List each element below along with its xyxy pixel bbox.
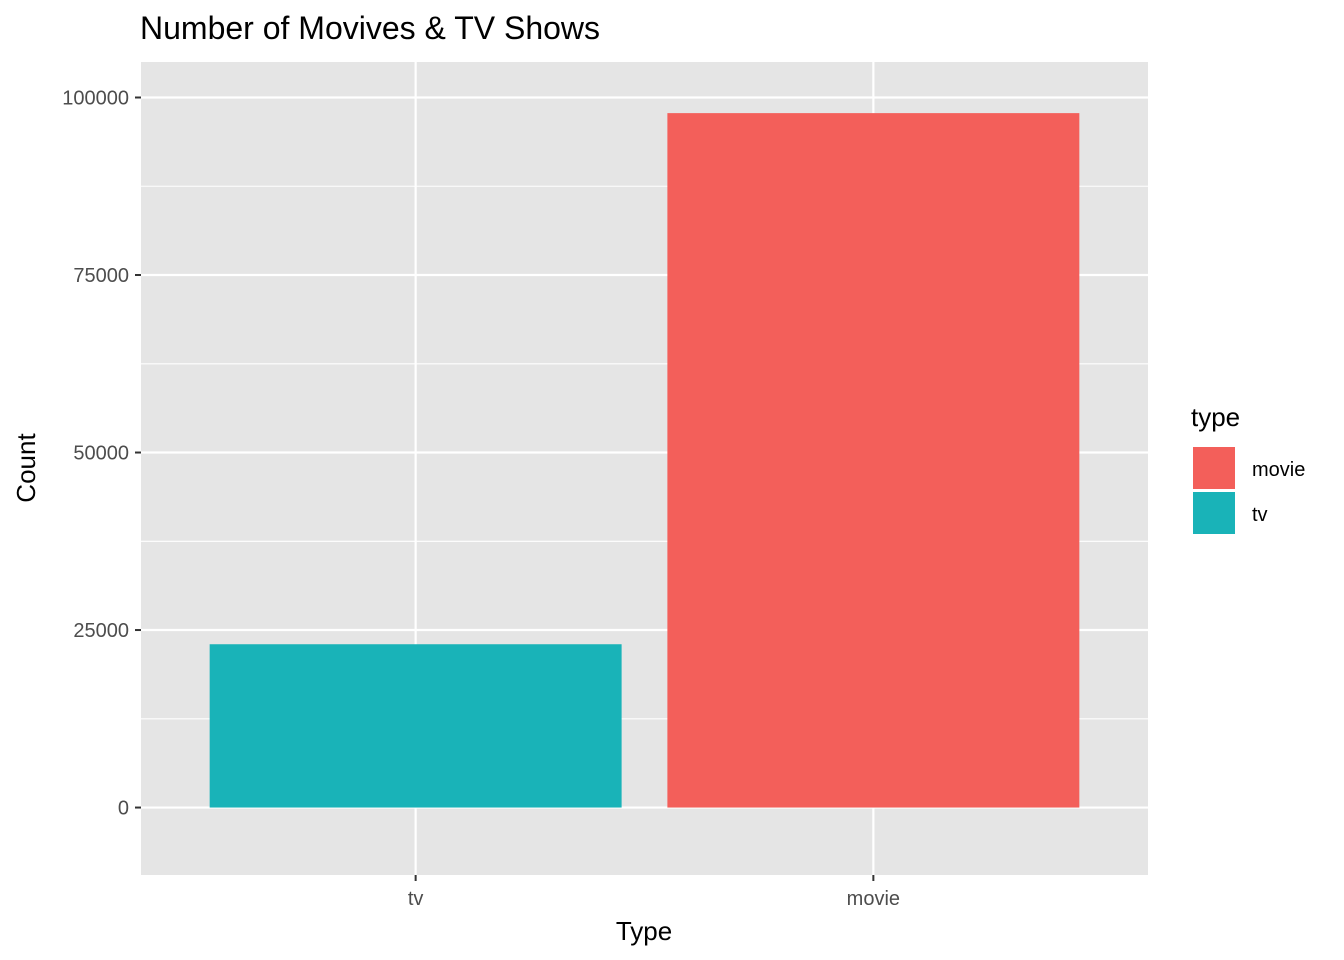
y-tick-label: 100000 bbox=[62, 88, 129, 110]
y-tick-label: 0 bbox=[118, 798, 129, 820]
legend-label-tv: tv bbox=[1252, 504, 1268, 526]
bars bbox=[209, 113, 1080, 808]
x-axis-title: Type bbox=[616, 916, 672, 946]
x-tick-label: movie bbox=[847, 888, 900, 910]
legend-key-movie bbox=[1191, 445, 1237, 491]
x-axis: tv movie bbox=[408, 875, 900, 910]
y-tick-label: 75000 bbox=[73, 265, 129, 287]
y-tick-label: 25000 bbox=[73, 620, 129, 642]
chart-title: Number of Movives & TV Shows bbox=[140, 10, 600, 46]
legend-label-movie: movie bbox=[1252, 459, 1305, 481]
y-tick-label: 50000 bbox=[73, 443, 129, 465]
y-axis: 0 25000 50000 75000 100000 bbox=[62, 88, 141, 820]
legend: type movie tv bbox=[1191, 402, 1305, 536]
bar-movie bbox=[667, 113, 1080, 808]
bar-tv bbox=[209, 644, 622, 808]
legend-title: type bbox=[1191, 402, 1240, 432]
legend-key-tv bbox=[1191, 490, 1237, 536]
x-tick-label: tv bbox=[408, 888, 424, 910]
y-axis-title: Count bbox=[11, 433, 41, 503]
